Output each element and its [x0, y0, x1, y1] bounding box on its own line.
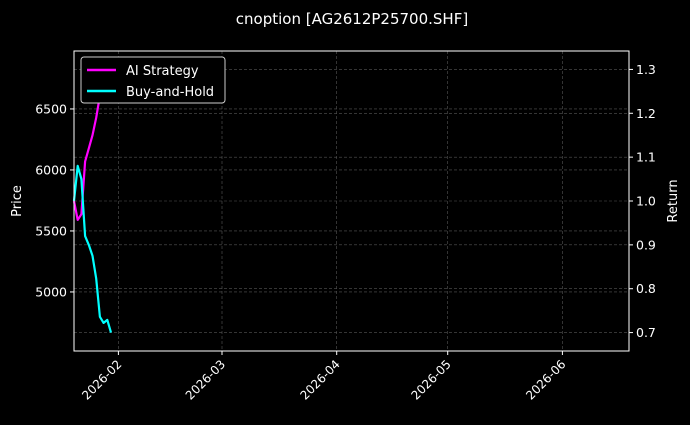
- y-axis-left: 5000 5500 6000 6500: [35, 101, 74, 299]
- y-left-tick-label: 6500: [35, 101, 67, 116]
- y-right-tick-label: 0.8: [636, 281, 656, 296]
- x-axis: 2026-02 2026-03 2026-04 2026-05 2026-06: [79, 351, 569, 403]
- y-right-tick-label: 1.1: [636, 150, 656, 165]
- chart-title: cnoption [AG2612P25700.SHF]: [236, 10, 468, 28]
- legend: AI Strategy Buy-and-Hold: [80, 56, 226, 104]
- grid: [74, 51, 629, 351]
- x-tick-label: 2026-05: [408, 357, 453, 402]
- y-right-tick-label: 0.7: [636, 325, 656, 340]
- y-right-tick-label: 0.9: [636, 237, 656, 252]
- y-right-tick-label: 1.3: [636, 62, 656, 77]
- legend-label-ai-strategy: AI Strategy: [126, 64, 199, 79]
- series-line-buy-and-hold: [72, 164, 113, 333]
- y-right-tick-label: 1.2: [636, 106, 656, 121]
- x-tick-label: 2026-06: [523, 357, 568, 402]
- legend-box: [80, 56, 226, 104]
- x-tick-label: 2026-02: [79, 357, 124, 402]
- y-left-tick-label: 5500: [35, 223, 67, 238]
- y-right-tick-label: 1.0: [636, 194, 656, 209]
- y-axis-left-label: Price: [10, 185, 25, 217]
- x-tick-label: 2026-03: [183, 357, 228, 402]
- y-left-tick-label: 5000: [35, 284, 67, 299]
- y-axis-right-label: Return: [666, 179, 681, 222]
- series-lines: [72, 64, 113, 333]
- y-axis-right: 0.7 0.8 0.9 1.0 1.1 1.2 1.3: [629, 62, 656, 340]
- y-left-tick-label: 6000: [35, 162, 67, 177]
- legend-label-buy-and-hold: Buy-and-Hold: [126, 85, 214, 100]
- x-tick-label: 2026-04: [297, 357, 342, 402]
